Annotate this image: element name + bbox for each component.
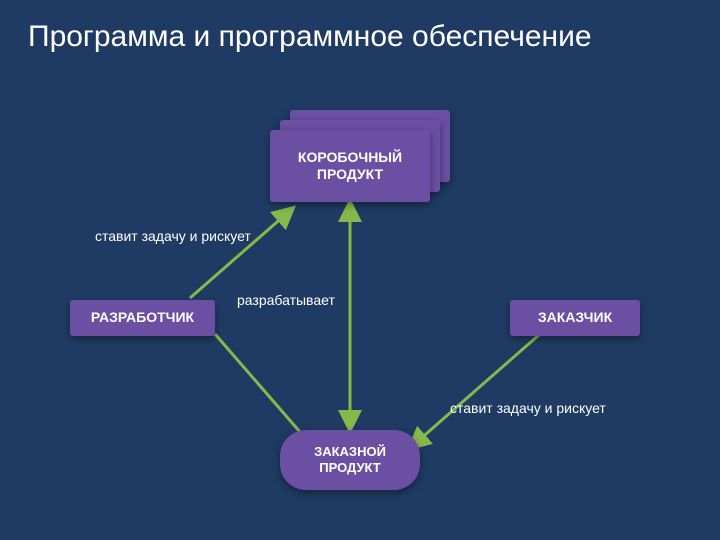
- edge-label-develops: разрабатывает: [237, 292, 335, 308]
- edge-label-dev-to-boxed: ставит задачу и рискует: [95, 228, 251, 244]
- node-customer-label: ЗАКАЗЧИК: [538, 309, 612, 327]
- slide-title: Программа и программное обеспечение: [28, 20, 592, 54]
- diagram-stage: Программа и программное обеспечение КОРО…: [0, 0, 720, 540]
- node-custom-product-label: ЗАКАЗНОЙ ПРОДУКТ: [288, 444, 412, 477]
- node-developer-label: РАЗРАБОТЧИК: [91, 309, 194, 327]
- node-developer: РАЗРАБОТЧИК: [70, 300, 215, 336]
- edge-label-cust-to-custom: ставит задачу и рискует: [450, 400, 606, 416]
- node-custom-product: ЗАКАЗНОЙ ПРОДУКТ: [280, 430, 420, 490]
- edge-dev-to-custom: [215, 334, 300, 432]
- edge-dev-to-boxed: [190, 208, 293, 298]
- node-customer: ЗАКАЗЧИК: [510, 300, 640, 336]
- node-boxed-product-label: КОРОБОЧНЫЙ ПРОДУКТ: [278, 149, 422, 184]
- node-boxed-product: КОРОБОЧНЫЙ ПРОДУКТ: [270, 130, 430, 202]
- edge-cust-to-custom: [410, 334, 540, 448]
